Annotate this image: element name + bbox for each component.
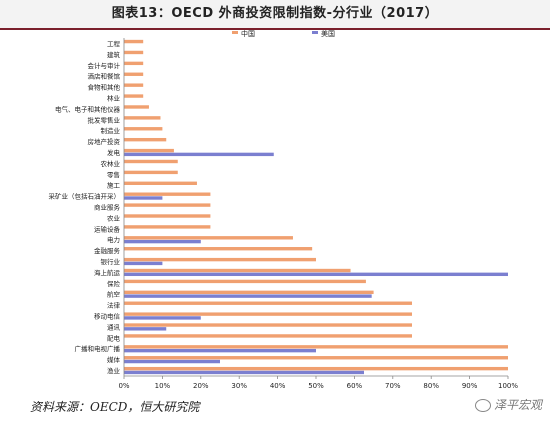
x-tick-label: 0% bbox=[118, 382, 129, 390]
category-label: 配电 bbox=[107, 333, 121, 342]
x-tick-label: 30% bbox=[231, 382, 247, 390]
x-tick-label: 50% bbox=[308, 382, 324, 390]
bar-china bbox=[124, 159, 178, 164]
chart-title: 图表13：OECD 外商投资限制指数-分行业（2017） bbox=[111, 6, 439, 21]
category-label: 食物和其他 bbox=[88, 83, 121, 92]
bar-china bbox=[124, 268, 351, 273]
category-label: 航空 bbox=[107, 290, 121, 299]
x-tick-label: 10% bbox=[155, 382, 171, 390]
category-label: 广播和电视广播 bbox=[75, 344, 121, 353]
x-tick-label: 100% bbox=[498, 382, 518, 390]
bar-china bbox=[124, 345, 508, 349]
bar-china bbox=[124, 61, 144, 66]
legend: 中国 美国 bbox=[232, 30, 335, 38]
bar-china bbox=[124, 366, 508, 371]
category-label: 移动电信 bbox=[94, 312, 121, 321]
title-bar: 图表13：OECD 外商投资限制指数-分行业（2017） bbox=[0, 0, 550, 30]
category-label: 电力 bbox=[107, 235, 120, 244]
category-label: 金融服务 bbox=[94, 246, 121, 255]
bar-china bbox=[124, 323, 412, 327]
bar-usa bbox=[124, 359, 220, 364]
bar-usa bbox=[124, 294, 372, 298]
category-label: 工程 bbox=[107, 39, 121, 48]
bar-china bbox=[124, 236, 293, 240]
bar-usa bbox=[124, 272, 508, 277]
bar-usa bbox=[124, 327, 167, 331]
legend-label: 美国 bbox=[321, 30, 335, 38]
category-label: 房地产投资 bbox=[88, 137, 121, 146]
bar-usa bbox=[124, 261, 163, 266]
bar-china bbox=[124, 181, 197, 185]
category-label: 法律 bbox=[107, 301, 121, 310]
category-label: 零售 bbox=[107, 170, 120, 179]
bar-chart: 中国 美国 工程建筑会计与审计酒店和餐馆食物和其他林业电气、电子和其他仪器批发零售… bbox=[49, 30, 519, 390]
bar-china bbox=[124, 203, 211, 207]
legend-label: 中国 bbox=[241, 30, 255, 38]
bar-china bbox=[124, 290, 374, 295]
bar-china bbox=[124, 301, 412, 305]
category-label: 银行业 bbox=[101, 257, 121, 266]
watermark: 泽平宏观 bbox=[474, 396, 542, 413]
bars bbox=[124, 39, 508, 375]
bar-usa bbox=[124, 152, 274, 157]
category-label: 海上航运 bbox=[94, 268, 121, 277]
category-label: 会计与审计 bbox=[88, 61, 121, 70]
x-tick-label: 70% bbox=[385, 382, 401, 390]
x-tick-label: 20% bbox=[193, 382, 209, 390]
category-label: 发电 bbox=[107, 148, 121, 157]
bar-china bbox=[124, 247, 313, 251]
category-label: 建筑 bbox=[107, 50, 121, 59]
bar-usa bbox=[124, 316, 201, 320]
legend-swatch bbox=[312, 31, 318, 34]
category-labels: 工程建筑会计与审计酒店和餐馆食物和其他林业电气、电子和其他仪器批发零售业制造业房… bbox=[49, 39, 121, 375]
bar-china bbox=[124, 225, 211, 229]
category-label: 通讯 bbox=[107, 322, 121, 331]
bar-china bbox=[124, 50, 144, 55]
bar-china bbox=[124, 334, 412, 338]
bar-china bbox=[124, 72, 144, 76]
watermark-text: 泽平宏观 bbox=[493, 398, 542, 412]
category-label: 渔业 bbox=[107, 366, 121, 375]
bar-china bbox=[124, 39, 144, 44]
category-label: 农业 bbox=[107, 213, 121, 222]
bar-usa bbox=[124, 196, 163, 200]
bar-usa bbox=[124, 239, 201, 244]
wechat-icon bbox=[474, 399, 491, 412]
bar-china bbox=[124, 312, 412, 316]
bar-china bbox=[124, 137, 167, 142]
category-label: 商业服务 bbox=[94, 203, 121, 212]
x-tick-label: 90% bbox=[462, 382, 478, 390]
category-label: 林业 bbox=[107, 93, 121, 102]
bar-usa bbox=[124, 348, 316, 353]
category-label: 制造业 bbox=[101, 126, 121, 135]
category-label: 运输设备 bbox=[94, 224, 121, 233]
bar-china bbox=[124, 83, 144, 87]
category-label: 媒体 bbox=[107, 355, 121, 364]
x-tick-label: 40% bbox=[270, 382, 286, 390]
category-label: 采矿业（包括石油开采） bbox=[49, 192, 121, 201]
bar-china bbox=[124, 356, 508, 360]
x-tick-label: 80% bbox=[423, 382, 439, 390]
bar-china bbox=[124, 148, 174, 153]
category-label: 批发零售业 bbox=[88, 115, 121, 124]
bar-china bbox=[124, 94, 144, 98]
bar-china bbox=[124, 214, 211, 218]
category-label: 电气、电子和其他仪器 bbox=[55, 104, 121, 113]
source-note: 资料来源：OECD，恒大研究院 bbox=[30, 400, 200, 414]
x-tick-label: 60% bbox=[347, 382, 363, 390]
bar-china bbox=[124, 127, 163, 131]
bar-china bbox=[124, 170, 178, 175]
x-axis: 0% 10% 20% 30% 40% 50% 60% 70% 80% 90% 100% bbox=[118, 38, 518, 390]
bar-usa bbox=[124, 370, 364, 375]
category-label: 酒店和餐馆 bbox=[88, 72, 121, 81]
legend-swatch bbox=[232, 31, 238, 34]
category-label: 农林业 bbox=[101, 159, 121, 168]
category-label: 保险 bbox=[107, 279, 121, 288]
bar-china bbox=[124, 105, 149, 109]
bar-china bbox=[124, 192, 211, 196]
category-label: 施工 bbox=[107, 181, 121, 190]
bar-china bbox=[124, 279, 366, 284]
bar-china bbox=[124, 257, 316, 262]
bar-china bbox=[124, 116, 161, 120]
